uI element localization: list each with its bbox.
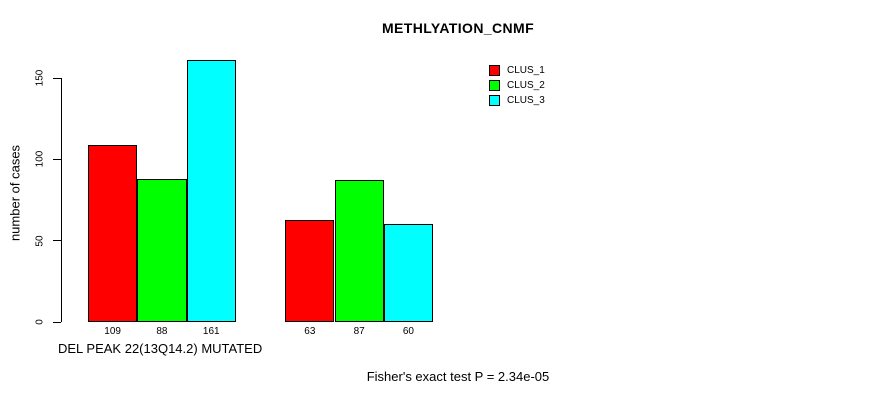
legend-row-clus_3: CLUS_3 (489, 93, 545, 108)
x-axis-title: DEL PEAK 22(13Q14.2) MUTATED (58, 341, 263, 356)
bar-value-clus_1-group2: 63 (304, 326, 316, 337)
bar-value-clus_1-group1: 109 (104, 326, 121, 337)
y-axis-title: number of cases (7, 144, 23, 242)
y-tick-label-150: 150 (34, 69, 46, 87)
y-tick-mark-100 (53, 158, 61, 160)
y-tick-label-100: 100 (34, 150, 46, 168)
legend: CLUS_1 CLUS_2 CLUS_3 (489, 63, 545, 108)
bar-clus_3-group1 (186, 60, 236, 322)
y-axis-line (61, 78, 62, 322)
bar-value-clus_2-group2: 87 (353, 326, 365, 337)
y-tick-label-0: 0 (34, 319, 46, 325)
bar-value-clus_2-group1: 88 (156, 326, 168, 337)
fisher-test-annotation: Fisher's exact test P = 2.34e-05 (366, 369, 550, 384)
bar-value-clus_3-group1: 161 (202, 326, 220, 337)
bar-clus_2-group1 (137, 178, 187, 322)
legend-row-clus_1: CLUS_1 (489, 63, 545, 78)
bar-clus_1-group2 (285, 219, 335, 322)
legend-label-clus_2: CLUS_2 (507, 80, 545, 91)
legend-swatch-clus_3 (489, 95, 500, 106)
bar-clus_2-group2 (334, 180, 384, 322)
legend-label-clus_3: CLUS_3 (507, 95, 545, 106)
y-tick-label-50: 50 (34, 235, 46, 247)
y-tick-mark-150 (53, 77, 61, 79)
y-tick-mark-0 (53, 321, 61, 323)
bar-clus_3-group2 (383, 224, 434, 322)
y-tick-mark-50 (53, 240, 61, 242)
legend-swatch-clus_2 (489, 80, 500, 91)
chart-title: METHLYATION_CNMF (381, 20, 535, 36)
legend-swatch-clus_1 (489, 65, 500, 76)
bar-value-clus_3-group2: 60 (402, 326, 414, 337)
bar-clus_1-group1 (88, 144, 138, 322)
legend-label-clus_1: CLUS_1 (507, 65, 545, 76)
legend-row-clus_2: CLUS_2 (489, 78, 545, 93)
